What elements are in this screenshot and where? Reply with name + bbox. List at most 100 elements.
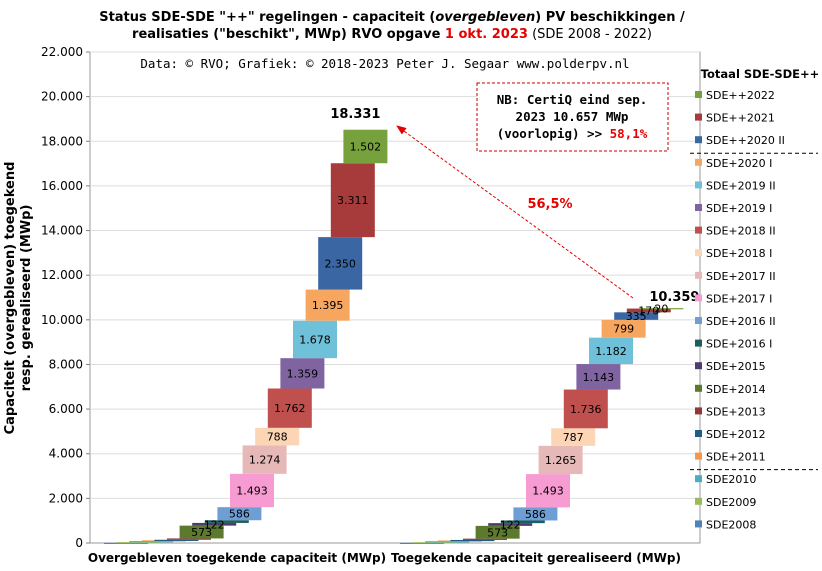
total-label: 18.331 — [330, 107, 380, 122]
bar-sde-2022-1 — [343, 129, 388, 164]
legend-item: SDE+2017 I — [706, 292, 772, 305]
data-label: 1.395 — [312, 299, 344, 312]
data-label: 573 — [191, 526, 212, 539]
bar-sde2008-2 — [400, 542, 444, 544]
callout-box — [476, 82, 669, 152]
bars-layer — [104, 129, 684, 544]
growth-arrow — [396, 125, 634, 299]
bar-sde-2017-ii-2 — [538, 445, 583, 475]
y-axis-label: Capaciteit (overgebleven) toegekendresp.… — [3, 162, 34, 435]
legend-swatch — [695, 452, 702, 460]
bar-sde-2018-ii-1 — [267, 388, 312, 428]
data-label: 335 — [626, 310, 647, 323]
legend-swatch — [695, 113, 702, 121]
callout-line2: 2023 10.657 MWp — [516, 109, 629, 124]
data-label: 586 — [229, 508, 250, 521]
legend-swatch — [695, 158, 702, 166]
legend-swatch — [695, 226, 702, 234]
legend-swatch — [695, 91, 702, 98]
legend-swatch — [695, 407, 702, 415]
bar-sde-2016-ii-2 — [513, 507, 558, 521]
bar-sde-2012-2 — [450, 539, 495, 542]
data-label: 1.182 — [595, 345, 627, 358]
bar-sde-2019-i-2 — [576, 364, 621, 390]
legend-item: SDE+2020 I — [706, 157, 772, 170]
legend-item: SDE+2017 II — [706, 270, 776, 283]
bar-sde-2020-ii-2 — [614, 312, 659, 320]
bar-sde-2016-i-1 — [204, 520, 249, 523]
legend-swatch — [695, 497, 702, 505]
total-label: 10.359 — [649, 290, 699, 305]
data-label: 1.143 — [583, 371, 615, 384]
legend-swatch — [695, 294, 702, 302]
data-label: 573 — [487, 526, 508, 539]
bar-sde-2019-i-1 — [280, 358, 325, 389]
data-labels-layer: 5731225861.4931.2747881.7621.3591.6781.3… — [191, 107, 699, 539]
bar-sde2010-2 — [425, 541, 470, 543]
bar-sde-2019-ii-1 — [293, 320, 337, 359]
legend-swatch — [695, 339, 702, 347]
data-label: 1.493 — [532, 485, 564, 498]
bar-sde2009-2 — [412, 542, 457, 544]
y-tick-label: 16.000 — [41, 179, 83, 193]
legend-item: SDE+2011 — [706, 451, 766, 464]
data-label: 1.359 — [287, 367, 319, 380]
data-label: 1.265 — [545, 454, 577, 467]
legend-item: SDE+2015 — [706, 360, 766, 373]
bar-sde-2014-2 — [475, 525, 520, 539]
bar-sde-2013-2 — [463, 538, 507, 540]
y-axis-ticks: 0 2.000 4.000 6.000 8.000 10.000 12.000 14.000 1… — [41, 45, 90, 550]
data-label: 1.678 — [299, 333, 331, 346]
y-tick-label: 12.000 — [41, 268, 83, 282]
bar-sde-2017-i-2 — [526, 474, 570, 508]
y-tick-label: 8.000 — [49, 357, 83, 371]
chart-title-line1: Status SDE-SDE "++" regelingen - capacit… — [99, 10, 685, 25]
legend-swatch — [695, 520, 702, 528]
legend-swatch — [695, 249, 702, 257]
legend-item: SDE+2018 II — [706, 225, 776, 238]
legend-item: SDE+2012 — [706, 428, 766, 441]
bar-sde2009-1 — [116, 542, 161, 544]
data-label: 799 — [613, 323, 634, 336]
bar-sde-2015-1 — [192, 522, 237, 526]
legend-item: SDE++2022 — [706, 89, 775, 102]
data-label: 586 — [525, 508, 546, 521]
data-label: 20 — [654, 302, 668, 315]
data-label: 1.762 — [274, 402, 306, 415]
bar-sde-2013-1 — [167, 538, 211, 540]
bar-sde-2016-ii-1 — [217, 507, 262, 521]
x-category-2: Toegekende capaciteit gerealiseerd (MWp) — [391, 551, 681, 565]
data-label: 787 — [563, 431, 584, 444]
legend-item: SDE+2016 II — [706, 315, 776, 328]
legend-item: SDE2009 — [706, 496, 756, 509]
bar-sde-2021-2 — [626, 308, 671, 313]
data-label: 122 — [204, 518, 225, 531]
data-label: 1.274 — [249, 454, 281, 467]
legend-swatch — [695, 384, 702, 392]
bar-sde-2021-1 — [330, 163, 375, 238]
x-category-1: Overgebleven toegekende capaciteit (MWp) — [88, 551, 386, 565]
data-label: 3.311 — [337, 194, 369, 207]
legend-swatch — [695, 181, 702, 189]
legend-item: SDE++2021 — [706, 112, 775, 125]
legend-swatch — [695, 136, 702, 144]
bar-sde-2020-i-2 — [601, 319, 646, 338]
bar-sde-2018-ii-2 — [563, 389, 608, 429]
legend: SDE++2022 SDE++2021 SDE++2020 II SDE+2020 I… — [690, 89, 818, 531]
legend-item: SDE2010 — [706, 473, 756, 486]
data-label: 788 — [267, 431, 288, 444]
bar-sde-2017-i-1 — [230, 473, 274, 508]
legend-title: Totaal SDE-SDE++ — [701, 67, 820, 81]
legend-item: SDE+2019 II — [706, 179, 776, 192]
bar-sde-2012-1 — [154, 539, 199, 541]
legend-swatch — [695, 317, 702, 324]
data-label: 2.350 — [324, 257, 356, 270]
legend-item: SDE++2020 II — [706, 134, 785, 147]
legend-item: SDE+2018 I — [706, 247, 772, 260]
data-label: 1.502 — [350, 140, 382, 153]
y-tick-label: 4.000 — [49, 447, 83, 461]
legend-swatch — [695, 475, 702, 483]
grid-layer — [90, 51, 700, 499]
callout-line3: (voorlopig) >> 58,1% — [497, 126, 648, 141]
